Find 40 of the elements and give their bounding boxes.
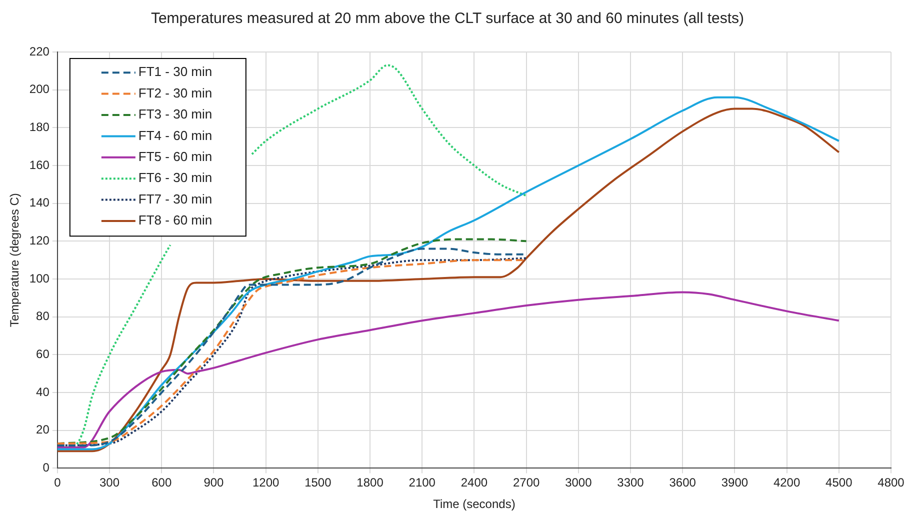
y-tick-label: 20 [36,422,50,437]
x-tick-label: 1500 [304,476,332,490]
y-tick-label: 40 [36,384,50,399]
x-tick-label: 300 [100,476,120,490]
x-tick-label: 3900 [721,476,748,490]
y-tick-label: 80 [36,309,50,324]
legend-label: FT8 - 60 min [138,212,212,228]
x-tick-label: 1200 [252,476,280,490]
x-tick-label: 600 [152,476,172,490]
y-tick-label: 220 [29,44,50,58]
y-axis-title: Temperature (degrees C) [8,193,22,328]
legend-label: FT2 - 30 min [138,85,212,100]
legend-label: FT1 - 30 min [138,64,212,80]
x-tick-label: 4800 [878,476,905,490]
x-axis-title: Time (seconds) [433,497,516,512]
x-tick-label: 4200 [773,476,800,490]
x-tick-label: 3600 [669,476,696,490]
legend-label: FT4 - 60 min [138,128,212,143]
legend-label: FT6 - 30 min [138,170,212,186]
x-tick-label: 900 [204,476,224,490]
y-tick-label: 160 [29,158,50,172]
x-tick-label: 4500 [826,476,853,490]
y-tick-label: 60 [36,347,50,362]
legend-label: FT7 - 30 min [138,191,212,206]
x-tick-label: 2700 [512,476,540,490]
x-tick-label: 2100 [408,476,436,490]
x-tick-label: 3000 [565,476,592,490]
y-tick-label: 140 [29,196,50,210]
y-tick-label: 120 [29,233,50,248]
y-tick-label: 200 [29,82,50,96]
legend-label: FT3 - 30 min [138,106,212,122]
x-tick-label: 2400 [460,476,488,490]
x-tick-label: 3300 [617,476,644,490]
x-tick-label: 0 [54,476,62,490]
y-tick-label: 180 [29,120,50,134]
x-tick-label: 1800 [356,476,384,490]
chart-title: Temperatures measured at 20 mm above the CLT surface at 30 and 60 minutes (all tests) [150,10,744,28]
y-tick-label: 100 [29,271,50,286]
legend-label: FT5 - 60 min [138,148,212,164]
y-tick-label: 0 [42,460,50,475]
